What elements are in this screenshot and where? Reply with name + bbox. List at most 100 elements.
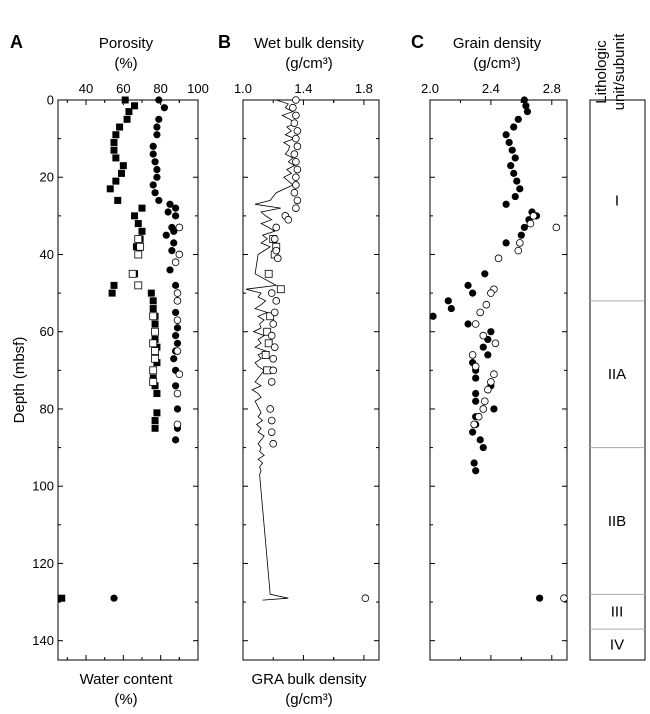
data-point (153, 409, 161, 417)
data-point (272, 246, 281, 255)
data-point (264, 339, 273, 348)
data-point (490, 405, 498, 413)
gra-density-line (245, 99, 297, 601)
data-point (106, 185, 114, 193)
data-point (151, 158, 159, 166)
data-point (292, 181, 300, 189)
data-point (153, 165, 161, 174)
data-point (560, 594, 568, 603)
data-point (110, 146, 118, 154)
data-point (269, 354, 278, 363)
data-point (523, 107, 532, 116)
data-point (470, 420, 478, 429)
data-point (172, 212, 180, 220)
y-tick-label: 100 (32, 479, 54, 494)
data-point (172, 331, 180, 340)
unit-panel-title-line1: Lithologic (593, 40, 610, 104)
data-point (119, 162, 127, 170)
data-point (292, 157, 300, 166)
data-point (514, 115, 522, 123)
data-point (153, 173, 161, 181)
data-point (155, 196, 163, 205)
data-point (149, 181, 157, 189)
data-point (131, 212, 139, 220)
data-point (267, 428, 276, 436)
data-point (162, 231, 170, 239)
data-point (151, 347, 159, 355)
data-point (289, 103, 297, 112)
data-point (529, 212, 538, 220)
data-point (292, 134, 300, 143)
data-point (471, 362, 480, 371)
x-tick-label: 1.4 (294, 81, 312, 96)
data-point (270, 343, 279, 351)
data-point (494, 254, 503, 263)
data-point (112, 177, 120, 185)
data-point (171, 258, 180, 267)
data-point (487, 289, 495, 297)
data-point (487, 328, 495, 336)
data-point (266, 312, 275, 321)
data-point (173, 316, 182, 324)
data-point (511, 154, 519, 162)
data-point (173, 389, 182, 398)
unit-label: I (615, 192, 619, 209)
data-point (170, 355, 178, 363)
data-point (290, 188, 299, 197)
chart-marks: 0 20 40 60 80 100 120 140 40 60 80 100 1.0 1.4 1.8 2.0 2… (32, 81, 645, 660)
data-point (173, 324, 182, 332)
data-point (267, 416, 276, 425)
data-point (361, 594, 370, 603)
data-point (136, 242, 145, 251)
data-point (502, 131, 510, 139)
data-point (507, 162, 515, 170)
data-point (151, 327, 159, 336)
data-point (261, 350, 270, 359)
data-point (166, 200, 174, 208)
data-point (469, 289, 477, 297)
panel-b-letter: B (218, 32, 231, 52)
data-point (513, 177, 521, 185)
y-tick-label: 80 (40, 401, 54, 416)
data-point (472, 467, 480, 475)
data-point (160, 104, 168, 112)
data-point (476, 308, 485, 317)
data-point (267, 289, 276, 297)
data-point (487, 378, 495, 386)
data-point (292, 204, 300, 212)
data-point (138, 204, 146, 212)
data-point (134, 250, 143, 259)
unit-label: IIA (608, 366, 626, 383)
data-point (269, 366, 278, 375)
data-point (464, 320, 472, 328)
data-point (170, 239, 178, 247)
x-tick-label: 60 (116, 81, 130, 96)
data-point (125, 108, 133, 116)
x-tick-label: 100 (187, 81, 209, 96)
data-point (168, 247, 176, 255)
panel-b-bottom-label: GRA bulk density (251, 671, 367, 688)
data-point (284, 215, 293, 224)
panel-c-title-unit: (g/cm³) (473, 55, 521, 72)
data-point (173, 339, 182, 347)
panel-c-title: Grain density (453, 35, 542, 52)
data-point (175, 250, 184, 259)
data-point (552, 223, 561, 232)
data-point (172, 382, 180, 390)
data-point (175, 223, 184, 232)
data-point (149, 150, 157, 158)
data-point (516, 185, 524, 193)
panel-b-frame (242, 99, 380, 661)
panel-a-title: Porosity (99, 35, 154, 52)
data-point (491, 339, 500, 348)
data-point (276, 285, 285, 294)
panel-a-frame (57, 99, 199, 661)
x-tick-label: 1.0 (234, 81, 252, 96)
data-point (290, 119, 299, 127)
data-point (58, 594, 66, 602)
unit-panel-frame (589, 99, 646, 661)
data-point (464, 281, 472, 289)
panel-b-bottom-unit: (g/cm³) (285, 691, 333, 708)
data-point (444, 297, 452, 305)
